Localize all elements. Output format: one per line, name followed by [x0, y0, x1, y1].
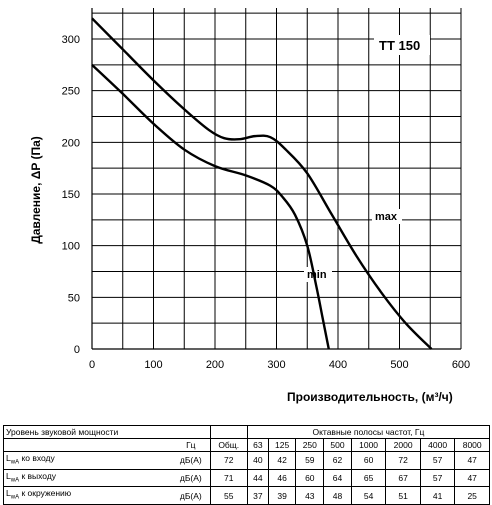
table-cell: 46	[267, 468, 297, 488]
table-header-blank	[3, 438, 173, 452]
table-cell: 64	[323, 468, 352, 488]
y-tick-label: 150	[62, 189, 80, 201]
series-label-max: max	[375, 211, 398, 223]
y-tick-label: 50	[68, 292, 80, 304]
table-band-header: 125	[267, 438, 297, 452]
model-label-background	[374, 35, 430, 55]
table-cell: 39	[267, 486, 297, 505]
table-cell: 51	[385, 486, 421, 505]
series-line-min	[91, 63, 330, 350]
y-tick-label: 0	[74, 344, 80, 356]
x-tick-label: 300	[267, 359, 285, 371]
table-band-header: 2000	[385, 438, 421, 452]
x-axis-title: Производительность, (м³/ч)	[287, 390, 453, 404]
table-cell: 54	[350, 486, 387, 505]
series-label-max-background	[372, 209, 402, 224]
x-tick-label: 0	[89, 359, 95, 371]
table-cell: 42	[267, 451, 297, 470]
table-cell: 60	[350, 451, 387, 470]
table-cell: 43	[295, 486, 325, 505]
table-row-unit: дБ(А)	[172, 486, 211, 505]
table-cell: 40	[246, 451, 269, 470]
table-cell: 60	[295, 468, 325, 488]
model-label: TT 150	[379, 38, 420, 53]
y-tick-label: 300	[62, 34, 80, 46]
table-cell: 72	[385, 451, 421, 470]
chart-grid	[91, 8, 462, 350]
y-tick-label: 250	[62, 86, 80, 98]
table-band-header: 1000	[350, 438, 387, 452]
series-label-min-background	[304, 267, 332, 282]
table-unit-header: Гц	[172, 438, 211, 452]
table-cell: 37	[246, 486, 269, 505]
series-label-min: min	[307, 269, 327, 281]
table-row-outlet: LwA к выходу дБ(А) 71 44 46 60 64 65 67 …	[3, 468, 490, 488]
table-row-unit: дБ(А)	[172, 451, 211, 470]
table-header-row-1: Уровень звуковой мощности Октавные полос…	[3, 425, 491, 439]
table-cell: 62	[323, 451, 352, 470]
y-tick-label: 200	[62, 137, 80, 149]
table-cell: 59	[295, 451, 325, 470]
table-header-row-2: Гц Общ. 63 125 250 500 1000 2000 4000 80…	[3, 438, 490, 452]
table-row-label: LwA ко входу	[3, 451, 173, 470]
y-axis-title: Давление, ΔP (Па)	[29, 136, 43, 244]
pressure-flow-chart: 0 100 200 300 400 500 600 0 50 100 150 200 250 300 TT…	[29, 8, 471, 404]
chart-ticks: 0 100 200 300 400 500 600 0 50 100 150 200 250 300	[62, 34, 471, 371]
table-cell: 71	[209, 468, 248, 488]
table-row-label: LwA к выходу	[3, 468, 173, 488]
table-band-header: 500	[323, 438, 352, 452]
table-title-spacer	[172, 425, 211, 439]
table-band-title: Октавные полосы частот, Гц	[246, 425, 491, 439]
x-tick-label: 200	[206, 359, 224, 371]
table-row-surroundings: LwA к окружению дБ(А) 55 37 39 43 48 54 …	[3, 486, 490, 505]
sound-power-table: Уровень звуковой мощности Октавные полос…	[3, 425, 491, 505]
table-band-header: 63	[246, 438, 269, 452]
y-tick-label: 100	[62, 241, 80, 253]
table-cell: 57	[419, 451, 456, 470]
table-cell: 48	[323, 486, 352, 505]
table-row-unit: дБ(А)	[172, 468, 211, 488]
x-tick-label: 500	[390, 359, 408, 371]
table-band-header: 8000	[454, 438, 490, 452]
table-band-header: 4000	[419, 438, 456, 452]
x-tick-label: 600	[452, 359, 470, 371]
table-cell: 47	[454, 468, 490, 488]
table-cell: 72	[209, 451, 248, 470]
table-cell: 47	[454, 451, 490, 470]
table-cell: 25	[454, 486, 490, 505]
table-cell: 44	[246, 468, 269, 488]
table-band-header: 250	[295, 438, 325, 452]
table-empty-cell	[209, 425, 248, 439]
table-cell: 57	[419, 468, 456, 488]
table-row-inlet: LwA ко входу дБ(А) 72 40 42 59 62 60 72 …	[3, 451, 490, 470]
table-cell: 41	[419, 486, 456, 505]
chart-curves	[91, 17, 433, 350]
table-cell: 65	[350, 468, 387, 488]
table-total-header: Общ.	[209, 438, 248, 452]
series-line-max	[91, 17, 433, 350]
x-tick-label: 400	[329, 359, 347, 371]
table-title: Уровень звуковой мощности	[3, 425, 173, 439]
table-cell: 67	[385, 468, 421, 488]
x-tick-label: 100	[144, 359, 162, 371]
table-row-label: LwA к окружению	[3, 486, 173, 505]
table-cell: 55	[209, 486, 248, 505]
